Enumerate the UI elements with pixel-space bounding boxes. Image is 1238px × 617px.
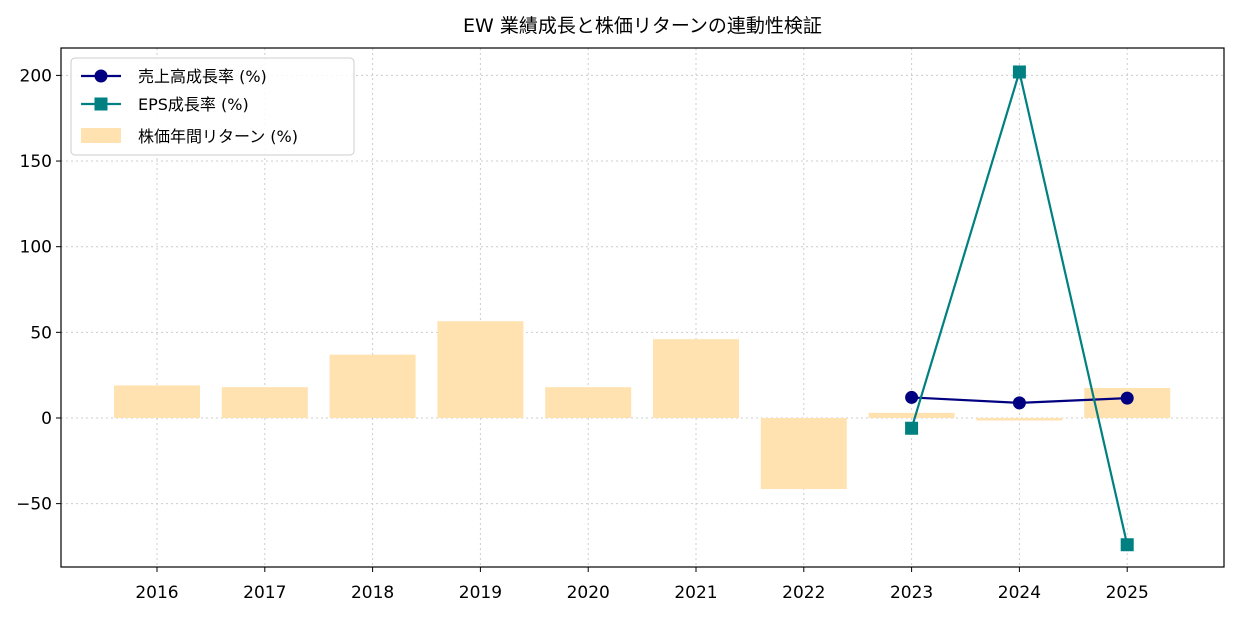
plot-frame [60,47,1225,568]
legend-label: EPS成長率 (%) [138,95,249,114]
point-1-2025 [1120,391,1134,405]
bar-2024 [976,417,1063,421]
legend-label: 売上高成長率 (%) [138,67,267,86]
x-tick-label: 2017 [243,583,286,603]
bar-2019 [437,321,524,418]
chart-title: EW 業績成長と株価リターンの連動性検証 [463,15,822,37]
legend: 売上高成長率 (%) EPS成長率 (%) 株価年間リターン (%) [70,57,355,156]
y-tick-label: 100 [20,238,52,258]
point-2-2024 [1012,65,1026,79]
x-tick-label: 2020 [567,583,610,603]
bar-2018 [329,354,416,418]
y-tick-label: −50 [16,495,52,515]
point-2-2023 [905,421,919,435]
x-tick-label: 2021 [674,583,717,603]
x-tick-label: 2018 [351,583,394,603]
x-tick-label: 2025 [1106,583,1149,603]
bar-2016 [114,385,200,418]
bar-2017 [221,387,308,418]
y-tick-label: 200 [20,66,52,86]
bar-2023 [868,412,955,418]
bar-2022 [760,417,847,490]
x-tick-label: 2023 [890,583,933,603]
point-1-2023 [905,390,919,404]
y-tick-label: 150 [20,152,52,172]
legend-swatch-bar [81,128,121,143]
point-1-2024 [1012,396,1026,410]
y-tick-label: 0 [41,409,52,429]
grid-lines [61,48,1224,567]
legend-swatch-marker [94,97,108,111]
bars-layer [114,321,1171,490]
x-tick-label: 2016 [135,583,178,603]
bar-2020 [545,387,632,418]
x-tick-label: 2024 [998,583,1041,603]
point-2-2025 [1120,538,1134,552]
x-tick-label: 2022 [782,583,825,603]
legend-box [70,57,355,156]
legend-swatch-marker [94,69,108,83]
lines-layer [905,65,1134,552]
y-tick-label: 50 [30,323,52,343]
axes-layer: −50 0 50 100 150 200 2016 2017 2018 2019 2020 2021 2… [16,47,1225,603]
bar-2021 [653,339,739,418]
x-tick-label: 2019 [459,583,502,603]
legend-label: 株価年間リターン (%) [138,127,298,146]
